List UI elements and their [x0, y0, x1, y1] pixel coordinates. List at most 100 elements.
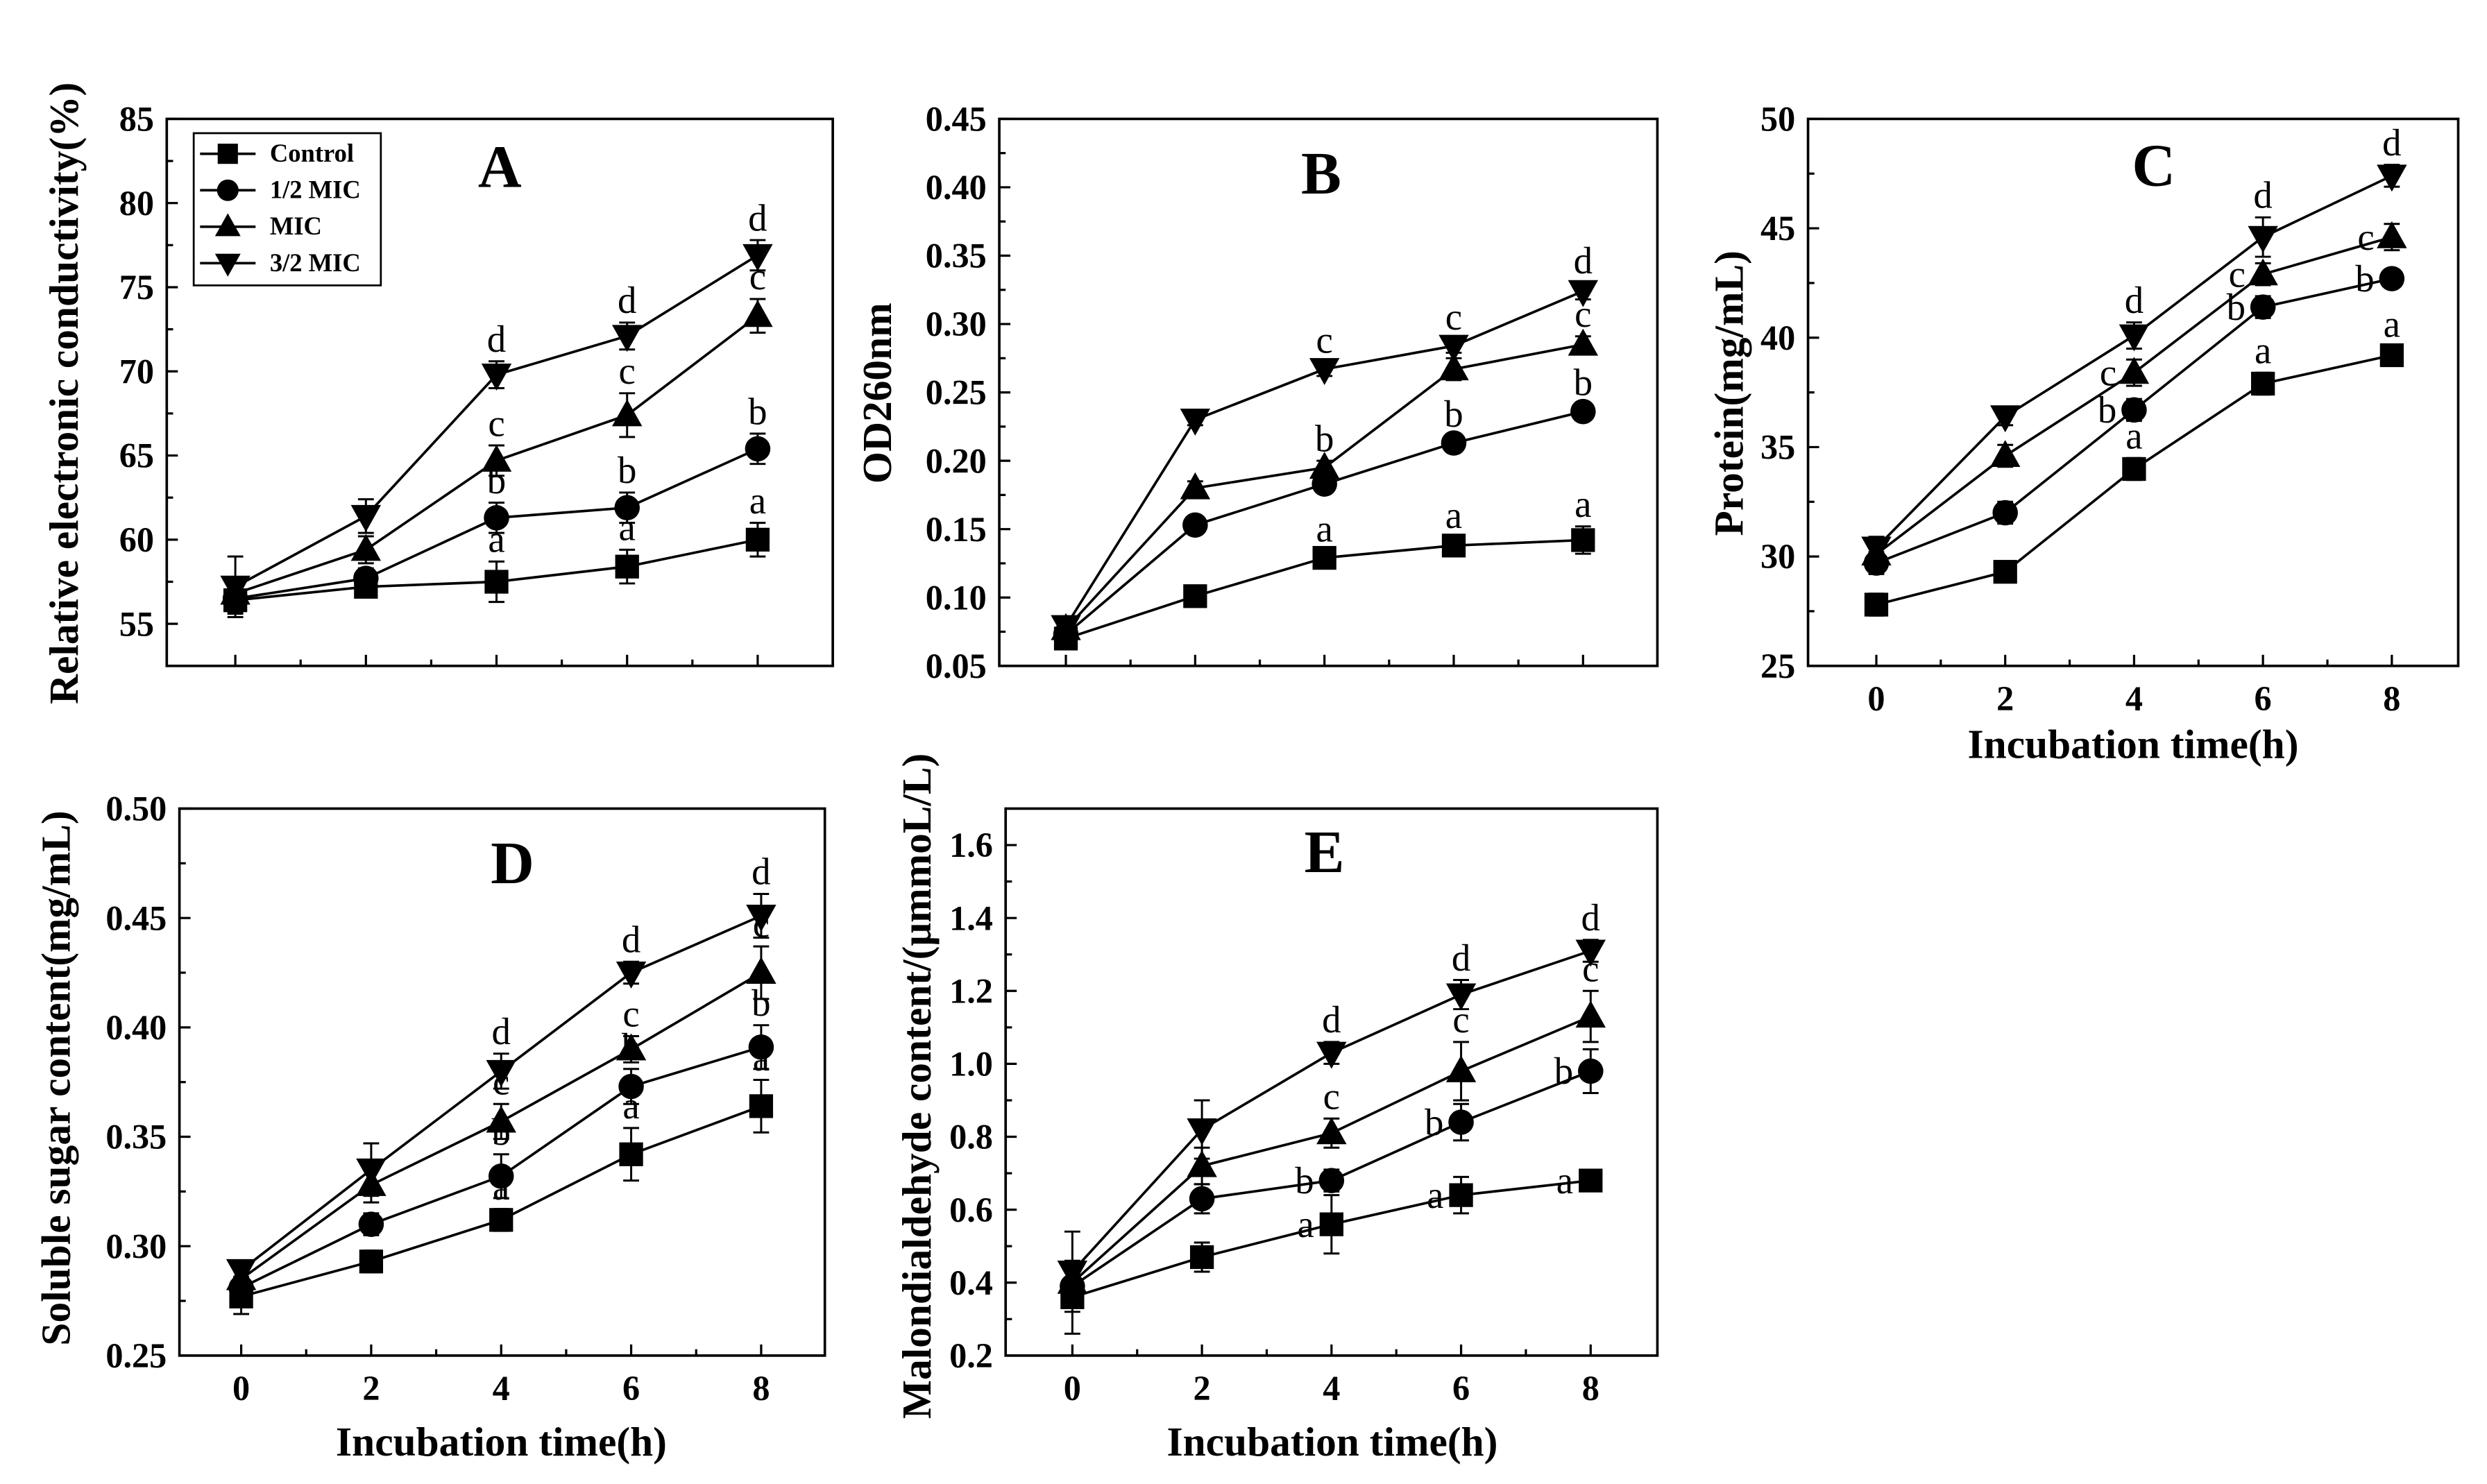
panel-c-series-control: aaa [1864, 303, 2404, 617]
panel-a-ytick-label-5: 80 [119, 184, 154, 223]
panel-b-ytick-label-1: 0.10 [926, 578, 987, 617]
panel-c-mic-point-1 [1989, 440, 2021, 468]
panel-e-1-2-mic-point-4 [1578, 1058, 1604, 1084]
panel-e-3-2-mic-significance-letter-2: d [1322, 998, 1341, 1041]
panel-d-mic-significance-letter-3: c [622, 993, 639, 1035]
panel-d-series-3-2-mic: d d d [226, 851, 776, 1286]
panel-e-3-2-mic-significance-letter-4: d [1581, 896, 1600, 939]
panel-d-control-point-1 [359, 1250, 384, 1274]
panel-c-x-axis-label: Incubation time(h) [1968, 721, 2299, 767]
panel-b-control-significance-letter-4: a [1574, 483, 1591, 525]
panel-a-3-2-mic-point-1 [350, 504, 382, 532]
panel-d-3-2-mic-significance-letter-4: d [752, 851, 770, 893]
panel-e-control-point-3 [1449, 1183, 1473, 1207]
panel-a-1-2-mic-significance-letter-4: b [748, 390, 767, 432]
panel-b-mic-significance-letter-2: b [1315, 417, 1334, 459]
panel-d-control-point-2 [489, 1208, 513, 1232]
panel-a-y-axis-label: Relative electronic conductivity(%) [41, 83, 87, 704]
panel-e-control-point-4 [1579, 1168, 1603, 1193]
panel-a-series-mic: ccc [220, 255, 773, 605]
panel-e-mic-point-4 [1575, 1000, 1606, 1028]
panel-c-ytick-label-4: 45 [1760, 209, 1795, 248]
panel-e-3-2-mic-point-4 [1575, 939, 1606, 967]
panel-e-ytick-label-0: 0.2 [949, 1336, 993, 1375]
panel-b-ytick-label-5: 0.30 [926, 305, 987, 343]
panel-a-ytick-label-1: 60 [119, 520, 154, 559]
panel-b-ytick-label-6: 0.35 [926, 237, 987, 275]
panel-b-1-2-mic-point-4 [1570, 398, 1596, 425]
panel-d-mic-point-2 [486, 1105, 516, 1133]
legend-marker-mic [214, 213, 241, 237]
panel-e-ytick-label-3: 0.8 [949, 1118, 993, 1157]
panel-b-1-2-mic-point-1 [1182, 512, 1208, 538]
panel-a-control-point-3 [615, 554, 639, 579]
panel-e-1-2-mic-significance-letter-4: b [1554, 1050, 1573, 1092]
panel-e-1-2-mic-point-1 [1189, 1186, 1215, 1212]
panel-e-series-3-2-mic: d d d [1057, 896, 1606, 1313]
panel-c-1-2-mic-point-2 [2121, 397, 2147, 423]
panel-a-3-2-mic-point-2 [481, 364, 512, 391]
panel-d-ytick-label-5: 0.50 [105, 790, 167, 828]
panel-c-1-2-mic-significance-letter-4: b [2355, 257, 2374, 300]
panel-e-y-axis-label: Malondialdehyde content/(μmmoL/L) [894, 753, 940, 1419]
panel-e-xtick-label-1: 2 [1194, 1369, 1211, 1408]
panel-c-series-3-2-mic: d d d [1861, 121, 2407, 564]
panel-e-mic-significance-letter-2: c [1323, 1075, 1340, 1118]
legend: Control 1/2 MIC MIC 3/2 MIC [192, 132, 382, 287]
panel-c-control-significance-letter-3: a [2255, 330, 2271, 372]
panel-e-control-significance-letter-3: a [1427, 1174, 1443, 1216]
panel-c-3-2-mic-point-0 [1861, 536, 1892, 564]
panel-a-series-3-2-mic: d d d [220, 196, 773, 618]
panel-b-3-2-mic-point-1 [1180, 409, 1211, 436]
panel-e-control-point-2 [1319, 1212, 1343, 1236]
panel-b-3-2-mic-point-2 [1309, 358, 1340, 385]
panel-e-xtick-label-4: 8 [1582, 1369, 1599, 1408]
legend-label-control: Control [270, 139, 354, 167]
panel-e-control-point-1 [1189, 1245, 1214, 1270]
legend-marker-3-2-mic [214, 253, 241, 277]
panel-e-series-mic: ccc [1057, 948, 1606, 1302]
panel-a-mic-point-1 [350, 534, 382, 561]
panel-d-3-2-mic-significance-letter-2: d [492, 1010, 511, 1052]
panel-b-mic-point-3 [1438, 353, 1469, 381]
panel-d-1-2-mic-point-1 [358, 1211, 384, 1237]
panel-c: 0 2 4 6 8 25 30 35 40 45 50 Protein(mg/mL) Incubatio… [1706, 100, 2460, 767]
panel-d-xtick-label-4: 8 [752, 1369, 770, 1408]
panel-c-ytick-label-0: 25 [1760, 647, 1795, 685]
panel-b: 0.05 0.10 0.15 0.20 0.25 0.30 0.35 0.40 0.45 OD26… [854, 100, 1659, 685]
panel-c-xtick-label-4: 8 [2383, 679, 2400, 718]
panel-c-xtick-label-0: 0 [1867, 679, 1885, 718]
panel-c-3-2-mic-point-3 [2248, 225, 2278, 253]
panel-d-3-2-mic-point-2 [486, 1059, 516, 1087]
panel-d-control-point-3 [619, 1142, 643, 1166]
panel-b-ytick-label-2: 0.15 [926, 510, 987, 549]
panel-d-xtick-label-3: 6 [622, 1369, 640, 1408]
panel-d-3-2-mic-point-0 [226, 1259, 257, 1286]
panel-e-ytick-label-1: 0.4 [949, 1263, 993, 1302]
panel-d-1-2-mic-point-3 [618, 1073, 644, 1100]
panel-c-xtick-label-1: 2 [1996, 679, 2014, 718]
panel-b-ytick-label-4: 0.25 [926, 373, 987, 412]
panel-a-title: A [478, 134, 522, 201]
panel-c-xtick-label-3: 6 [2255, 679, 2272, 718]
panel-b-title: B [1301, 140, 1341, 207]
panel-a-1-2-mic-point-4 [745, 436, 771, 462]
panel-d-ytick-label-2: 0.35 [105, 1118, 167, 1157]
panel-c-axes-frame [1806, 117, 2460, 667]
panel-d-3-2-mic-significance-letter-3: d [622, 919, 640, 961]
panel-e-3-2-mic-significance-letter-3: d [1452, 937, 1470, 979]
panel-d-xtick-label-0: 0 [232, 1369, 250, 1408]
panel-e-control-significance-letter-4: a [1556, 1159, 1573, 1202]
legend-label-1-2-mic: 1/2 MIC [270, 176, 361, 204]
panel-e-xtick-label-3: 6 [1452, 1369, 1470, 1408]
panel-c-3-2-mic-significance-letter-3: d [2253, 174, 2272, 216]
panel-e-1-2-mic-significance-letter-3: b [1425, 1101, 1443, 1143]
panel-e-ytick-label-6: 1.4 [949, 898, 993, 937]
panel-b-y-axis-label: OD260nm [854, 302, 900, 484]
panel-c-3-2-mic-point-1 [1989, 405, 2021, 433]
panel-d-mic-point-3 [616, 1033, 647, 1061]
panel-a-3-2-mic-significance-letter-4: d [748, 196, 767, 239]
panel-c-series-mic: c c c [1861, 216, 2407, 567]
panel-b-control-point-4 [1571, 528, 1595, 552]
panel-c-ytick-label-5: 50 [1760, 100, 1795, 139]
